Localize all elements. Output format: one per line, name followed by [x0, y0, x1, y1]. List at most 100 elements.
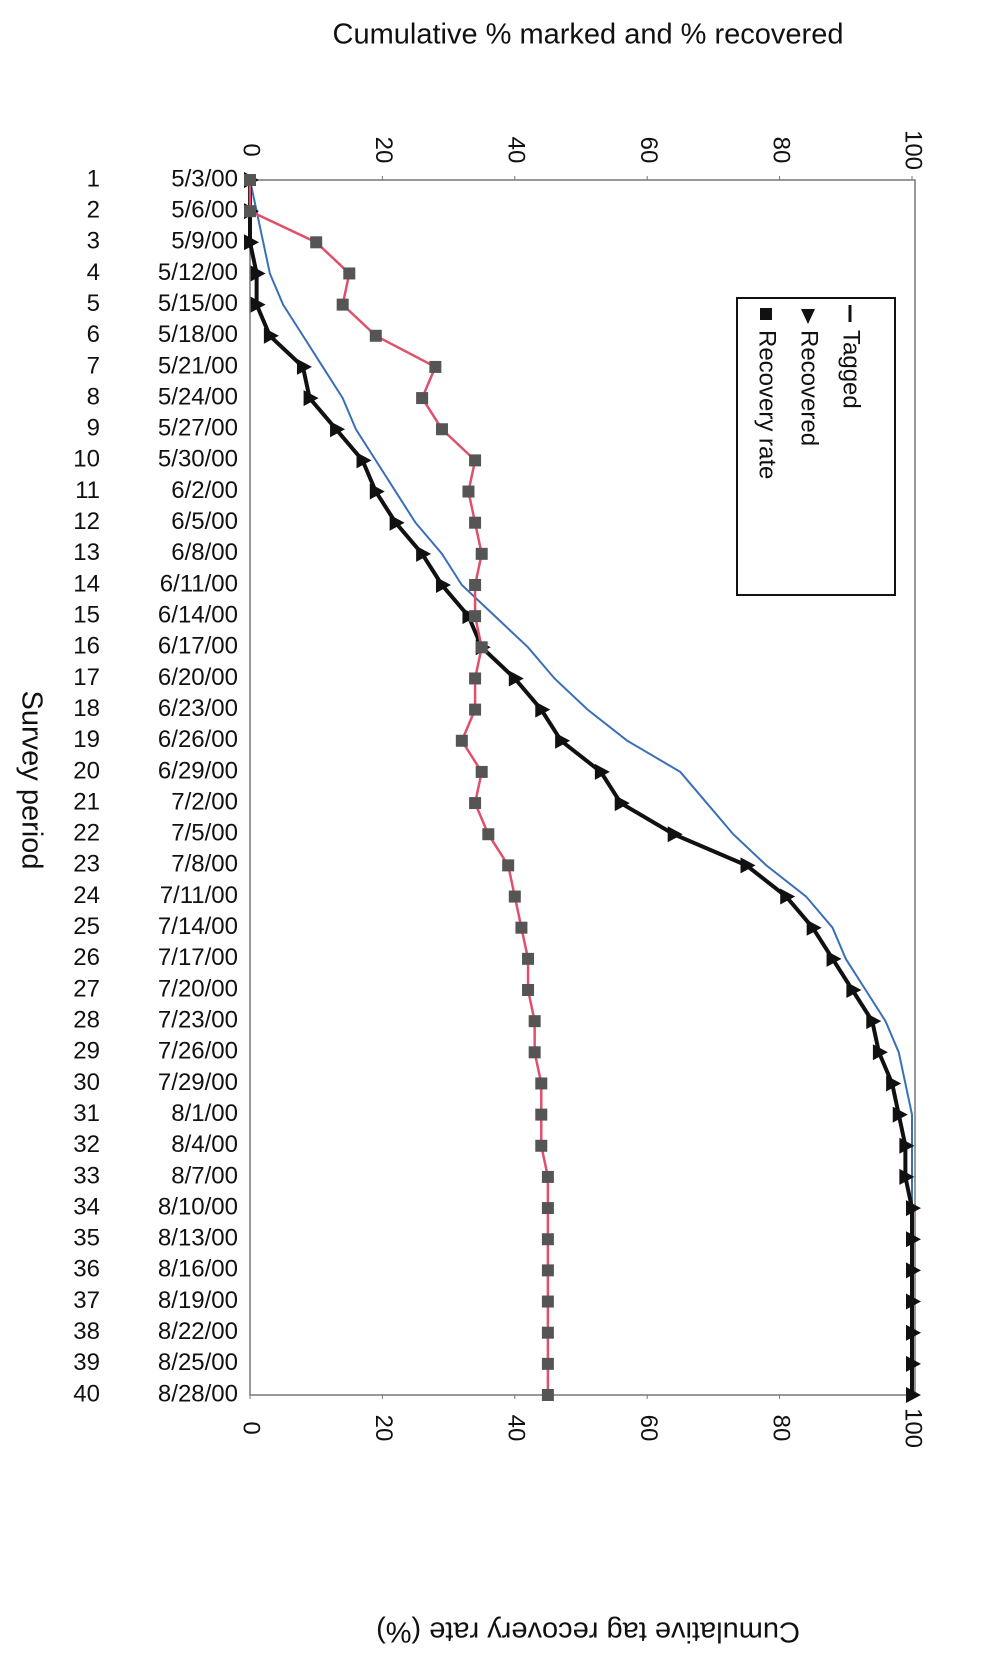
bottom-tick-label: 100 — [900, 1408, 927, 1448]
marker — [541, 1233, 554, 1246]
marker — [541, 1295, 554, 1308]
period-label: 27 — [73, 975, 100, 1002]
date-label: 7/11/00 — [160, 882, 238, 909]
period-label: 19 — [73, 726, 100, 753]
period-label: 26 — [73, 944, 100, 971]
date-label: 8/19/00 — [158, 1287, 238, 1314]
marker — [522, 984, 535, 996]
legend-swatch — [801, 309, 815, 324]
marker — [244, 234, 259, 251]
plot-area — [249, 179, 916, 1396]
marker — [469, 579, 482, 591]
date-label: 7/20/00 — [158, 975, 238, 1002]
marker — [429, 360, 442, 373]
marker — [906, 1231, 921, 1248]
marker — [886, 1075, 902, 1092]
period-label: 6 — [87, 321, 100, 348]
marker — [906, 1355, 921, 1372]
marker — [906, 1387, 921, 1403]
marker — [389, 514, 405, 531]
date-label: 8/22/00 — [158, 1318, 238, 1345]
period-label: 36 — [73, 1256, 100, 1283]
bottom-tick-label: 0 — [238, 1421, 265, 1434]
marker — [899, 1168, 915, 1185]
period-label: 38 — [73, 1318, 100, 1345]
marker — [899, 1137, 915, 1154]
marker — [594, 763, 610, 780]
bottom-tick-label: 20 — [370, 1415, 397, 1442]
marker — [522, 952, 535, 965]
marker — [508, 670, 524, 687]
date-label: 6/29/00 — [158, 757, 238, 784]
marker — [482, 828, 495, 841]
legend-label: Tagged — [838, 330, 865, 409]
marker — [541, 1357, 554, 1370]
date-label: 7/8/00 — [171, 851, 238, 878]
period-label: 10 — [73, 446, 100, 473]
marker — [906, 1262, 921, 1279]
marker — [535, 1077, 548, 1090]
marker — [336, 298, 349, 311]
date-label: 8/13/00 — [158, 1225, 238, 1252]
date-label: 5/30/00 — [158, 446, 238, 473]
period-label: 3 — [87, 228, 100, 255]
marker — [535, 1139, 548, 1152]
marker — [528, 1015, 541, 1028]
period-label: 13 — [73, 539, 100, 566]
marker — [806, 919, 822, 936]
marker — [244, 205, 256, 218]
series-line — [248, 180, 550, 1395]
date-label: 7/26/00 — [158, 1038, 238, 1065]
marker — [541, 1326, 554, 1339]
marker — [475, 765, 488, 778]
marker — [475, 641, 488, 654]
marker — [330, 421, 346, 438]
marker — [469, 672, 482, 685]
date-label: 7/29/00 — [158, 1069, 238, 1096]
marker — [541, 1389, 554, 1401]
legend-label: Recovery rate — [754, 330, 781, 479]
marker — [296, 358, 312, 375]
period-label: 7 — [87, 352, 100, 379]
period-label: 4 — [87, 259, 100, 286]
x-axis-title: Survey period — [15, 691, 47, 870]
date-label: 8/28/00 — [158, 1380, 238, 1407]
marker — [469, 610, 482, 623]
marker — [475, 547, 488, 560]
date-label: 7/23/00 — [158, 1006, 238, 1033]
date-label: 5/24/00 — [158, 383, 238, 410]
marker — [614, 795, 630, 812]
marker — [906, 1293, 921, 1310]
date-label: 6/2/00 — [171, 477, 238, 504]
marker — [250, 296, 266, 313]
series-line — [249, 179, 913, 1395]
period-label: 32 — [73, 1131, 100, 1158]
marker — [469, 797, 482, 810]
marker — [846, 982, 862, 998]
period-label: 23 — [73, 851, 100, 878]
date-label: 5/27/00 — [158, 415, 238, 442]
period-label: 20 — [73, 757, 100, 784]
date-label: 8/25/00 — [158, 1349, 238, 1376]
period-label: 1 — [87, 165, 100, 192]
date-label: 5/6/00 — [171, 196, 238, 223]
marker — [244, 174, 256, 186]
marker — [369, 329, 382, 342]
y2-axis-title: Cumulative tag recovery rate (%) — [376, 1615, 800, 1647]
period-label: 30 — [73, 1069, 100, 1096]
series-line — [248, 180, 914, 1395]
date-label: 6/23/00 — [158, 695, 238, 722]
top-tick-label: 0 — [238, 143, 265, 156]
top-tick-label: 20 — [370, 137, 397, 164]
marker — [541, 1264, 554, 1277]
marker — [535, 1108, 548, 1121]
date-label: 5/15/00 — [158, 290, 238, 317]
marker — [416, 392, 429, 405]
date-label: 8/16/00 — [158, 1256, 238, 1283]
bottom-tick-label: 40 — [502, 1415, 529, 1442]
date-label: 6/20/00 — [158, 664, 238, 691]
period-label: 29 — [73, 1038, 100, 1065]
date-label: 6/14/00 — [158, 601, 238, 628]
period-label: 5 — [87, 290, 100, 317]
